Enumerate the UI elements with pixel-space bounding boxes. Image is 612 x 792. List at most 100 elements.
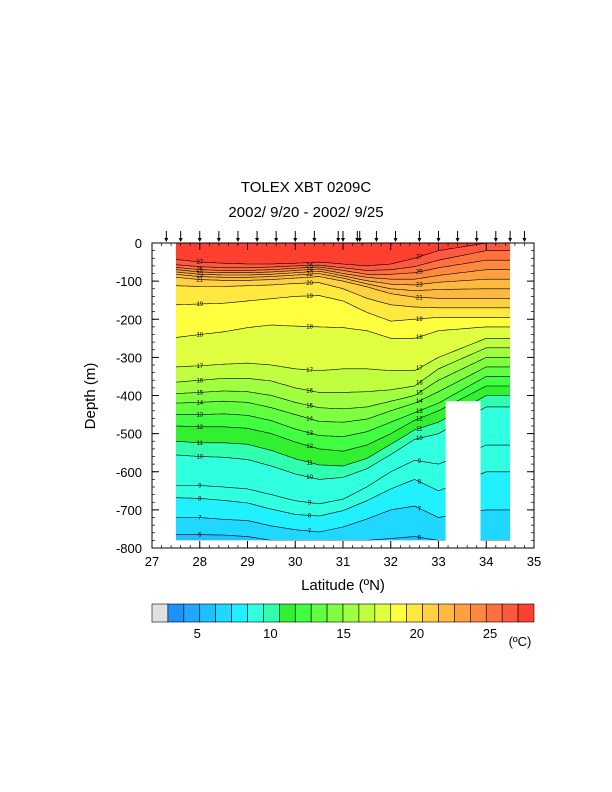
cast-marker-head [336,238,341,242]
colorbar: 5 10 15 20 25 [151,603,535,641]
isotherm-label: 19 [306,294,313,300]
cast-marker-head [357,238,362,242]
isotherm-label: 17 [306,368,313,374]
isotherm-label: 12 [306,444,313,450]
cast-marker-head [274,238,279,242]
isotherm-label: 26 [306,263,313,269]
cast-marker-head [508,238,513,242]
isotherm-label: 13 [196,413,203,419]
isotherm-22 [175,273,511,292]
isotherm-label: 10 [196,455,203,461]
x-tick-label: 35 [527,554,541,569]
cast-marker-head [312,238,317,242]
cast-marker-head [197,238,202,242]
cast-marker-head [522,238,527,242]
isotherm-label: 27 [416,255,423,261]
colorbar-swatch [517,603,535,623]
isotherm-label: 8 [198,496,202,502]
isotherm-label: 23 [196,272,203,278]
x-axis-label: Latitude (ºN) [301,577,385,594]
isotherm-label: 15 [306,404,313,410]
isotherm-label: 16 [306,389,313,395]
colorbar-swatch [247,603,264,623]
cast-marker-head [216,238,221,242]
isotherm-24 [175,268,511,280]
isotherm-label: 13 [416,409,423,415]
y-tick-label: -800 [116,541,142,556]
isotherm-label: 25 [196,268,203,274]
cast-marker-head [374,238,379,242]
colorbar-swatch [501,603,519,623]
y-tick-label: -600 [116,465,142,480]
colorbar-tick-label: 20 [410,626,424,641]
x-tick-label: 28 [193,554,207,569]
isotherm-label: 14 [416,399,423,405]
isotherm-label: 20 [306,281,313,287]
colorbar-tick-label: 25 [483,626,497,641]
isotherm-label: 21 [196,278,203,284]
cast-marker-head [255,238,260,242]
x-tick-label: 33 [431,554,445,569]
isotherm-label: 25 [416,270,423,276]
isotherm-16 [175,347,511,393]
cast-marker-head [341,238,345,242]
cast-marker-head [493,238,498,242]
colorbar-swatch [374,603,392,623]
isotherm-13 [175,376,511,438]
cast-marker-head [393,238,398,242]
isotherm-label: 16 [196,378,203,384]
colorbar-swatch [183,603,201,623]
isotherm-label: 8 [308,513,312,519]
x-tick-label: 32 [384,554,398,569]
no-data-patch [445,401,481,548]
isotherm-label: 16 [416,381,423,387]
y-axis-label: Depth (m) [82,363,99,430]
cast-marker-head [417,238,422,242]
colorbar-swatch [326,603,344,623]
cast-marker-head [235,238,240,242]
colorbar-tick-label: 10 [263,626,277,641]
y-tick-label: -200 [116,312,142,327]
isotherm-label: 8 [418,480,422,486]
x-tick-label: 27 [145,554,159,569]
isotherm-label: 6 [198,533,202,539]
colorbar-swatch [342,603,360,623]
y-tick-label: -500 [116,427,142,442]
colorbar-swatch [406,603,423,623]
cast-marker-head [455,238,460,242]
isotherm-label: 18 [306,325,313,331]
isotherm-label: 23 [416,282,423,288]
y-tick-label: -700 [116,503,142,518]
isotherm-label: 15 [196,390,203,396]
isotherm-label: 22 [306,272,313,278]
isotherm-label: 21 [416,295,423,301]
isotherm-14 [175,366,511,423]
isotherm-label: 12 [196,425,203,431]
isotherm-label: 13 [306,431,313,437]
isotherm-label: 14 [196,400,203,406]
isotherm-18 [175,324,511,339]
y-tick-label: -100 [116,274,142,289]
isotherm-label: 18 [196,333,203,339]
chart-subtitle: 2002/ 9/20 - 2002/ 9/25 [228,204,384,221]
colorbar-swatch [151,603,169,623]
isotherm-23 [175,270,511,286]
colorbar-swatch [215,603,232,623]
isotherm-label: 7 [418,506,422,512]
colorbar-swatch [167,603,185,623]
isotherm-19 [175,295,511,322]
x-tick-label: 34 [479,554,493,569]
isotherm-20 [175,282,511,309]
x-tick-label: 29 [240,554,254,569]
colorbar-swatch [279,603,296,623]
isotherm-label: 9 [418,459,422,465]
y-tick-label: 0 [135,236,142,251]
isotherm-label: 18 [416,335,423,341]
isotherm-label: 12 [416,416,423,422]
isotherm-label: 10 [416,436,423,442]
isotherm-label: 6 [418,535,422,541]
isotherm-label: 17 [416,366,423,372]
colorbar-tick-label: 5 [194,626,201,641]
y-tick-label: -400 [116,389,142,404]
